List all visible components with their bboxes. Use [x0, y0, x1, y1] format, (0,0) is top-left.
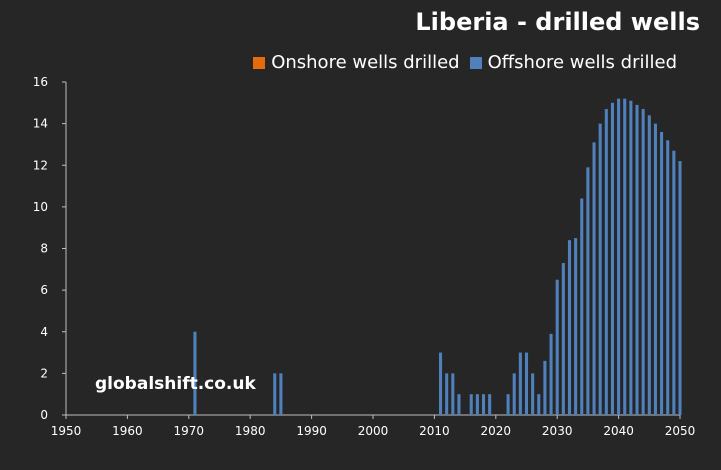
y-tick-label: 14	[33, 117, 48, 131]
bar-offshore	[586, 167, 590, 415]
bar-offshore	[531, 373, 535, 415]
bar-offshore	[635, 104, 639, 416]
bar-offshore	[512, 373, 516, 415]
bar-offshore	[537, 394, 541, 415]
bar-offshore	[598, 123, 602, 415]
bar-offshore	[549, 333, 553, 415]
x-tick-label: 1960	[112, 424, 143, 438]
watermark: globalshift.co.uk	[95, 374, 256, 394]
y-tick-label: 2	[40, 366, 48, 380]
bar-offshore	[567, 240, 572, 415]
legend-label-offshore: Offshore wells drilled	[487, 52, 677, 73]
bar-offshore	[574, 238, 578, 415]
bar-offshore	[555, 279, 559, 415]
bar-offshore	[617, 98, 621, 416]
bar-offshore	[629, 100, 633, 415]
bar-offshore	[193, 331, 197, 415]
bar-offshore	[672, 150, 676, 415]
y-tick-label: 6	[40, 283, 48, 297]
bar-offshore	[451, 373, 455, 415]
x-tick-label: 1980	[235, 424, 266, 438]
bar-offshore	[506, 394, 510, 415]
x-tick-label: 1990	[296, 424, 327, 438]
bar-offshore	[469, 394, 473, 415]
bar-offshore	[592, 142, 596, 415]
y-tick-label: 4	[40, 325, 48, 339]
bar-offshore	[678, 161, 682, 415]
x-tick-label: 2000	[358, 424, 389, 438]
bar-offshore	[439, 352, 443, 415]
legend-item-offshore: Offshore wells drilled	[469, 52, 677, 73]
y-tick-label: 12	[33, 158, 48, 172]
x-tick-label: 1970	[174, 424, 205, 438]
x-tick-label: 2030	[542, 424, 573, 438]
y-tick-label: 16	[33, 75, 48, 89]
bar-offshore	[561, 263, 565, 415]
bar-offshore	[481, 394, 486, 415]
legend-item-onshore: Onshore wells drilled	[253, 52, 460, 73]
bar-offshore	[604, 109, 608, 416]
bar-offshore	[475, 394, 479, 415]
bar-offshore	[524, 352, 529, 415]
x-tick-label: 1950	[51, 424, 82, 438]
bar-offshore	[273, 373, 277, 415]
bar-offshore	[518, 352, 522, 415]
bar-offshore	[610, 102, 614, 415]
bar-offshore	[623, 98, 627, 416]
x-tick-label: 2020	[481, 424, 512, 438]
legend-swatch-offshore	[469, 56, 482, 69]
x-tick-label: 2010	[419, 424, 450, 438]
x-tick-label: 2050	[665, 424, 696, 438]
y-tick-label: 0	[40, 408, 48, 422]
bar-offshore	[488, 394, 492, 415]
bar-offshore	[457, 394, 461, 415]
y-tick-label: 8	[40, 242, 48, 256]
chart-title: Liberia - drilled wells	[415, 8, 700, 36]
bar-offshore	[653, 123, 657, 415]
bar-offshore	[666, 140, 670, 415]
bar-offshore	[445, 373, 449, 415]
legend-swatch-onshore	[253, 56, 266, 69]
chart-legend: Onshore wells drilled Offshore wells dri…	[253, 52, 677, 73]
bar-offshore	[543, 360, 547, 415]
bar-offshore	[641, 109, 645, 416]
legend-label-onshore: Onshore wells drilled	[271, 52, 460, 73]
bar-offshore	[660, 131, 664, 415]
bar-offshore	[279, 373, 283, 415]
bar-offshore	[647, 115, 651, 416]
x-tick-label: 2040	[603, 424, 634, 438]
y-tick-label: 10	[33, 200, 48, 214]
bar-offshore	[580, 198, 584, 415]
